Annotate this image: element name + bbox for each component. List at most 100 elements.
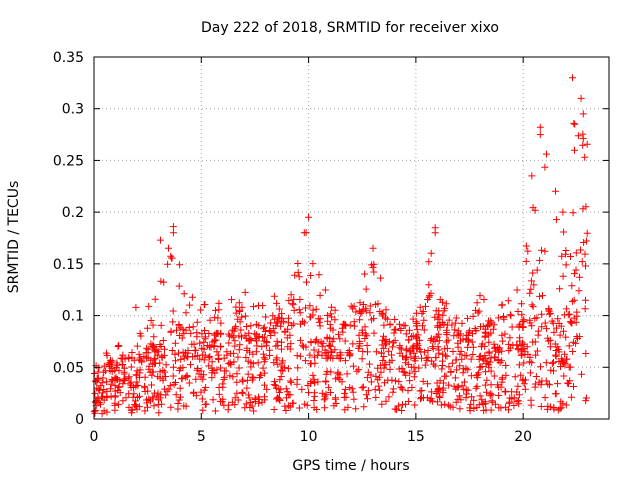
data-point xyxy=(352,405,359,412)
data-point xyxy=(219,380,226,387)
data-point xyxy=(158,322,165,329)
data-point xyxy=(456,392,463,399)
data-point xyxy=(406,327,413,334)
data-point xyxy=(578,95,585,102)
data-point xyxy=(538,247,545,254)
data-point xyxy=(288,379,295,386)
data-point xyxy=(203,401,210,408)
data-point xyxy=(168,328,175,335)
data-point xyxy=(243,323,250,330)
data-point xyxy=(352,309,359,316)
data-point xyxy=(467,401,474,408)
data-point xyxy=(227,359,234,366)
data-point xyxy=(584,141,591,148)
data-point xyxy=(418,387,425,394)
data-point xyxy=(380,322,387,329)
data-point xyxy=(115,401,122,408)
data-point xyxy=(537,124,544,131)
data-point xyxy=(255,400,262,407)
data-point xyxy=(172,340,179,347)
data-point xyxy=(505,341,512,348)
data-point xyxy=(232,323,239,330)
data-point xyxy=(278,373,285,380)
data-point xyxy=(502,388,509,395)
data-point xyxy=(120,377,127,384)
data-point xyxy=(371,330,378,337)
data-point xyxy=(261,324,268,331)
data-point xyxy=(518,352,525,359)
x-tick-label: 15 xyxy=(407,429,425,445)
data-point xyxy=(274,338,281,345)
data-point xyxy=(155,409,162,416)
data-point xyxy=(543,151,550,158)
data-point xyxy=(391,330,398,337)
data-point xyxy=(177,356,184,363)
data-point xyxy=(554,380,561,387)
y-tick-label: 0.2 xyxy=(62,205,84,221)
data-point xyxy=(302,357,309,364)
data-point xyxy=(566,342,573,349)
data-point xyxy=(344,370,351,377)
data-point xyxy=(359,348,366,355)
data-point xyxy=(570,209,577,216)
y-tick-label: 0.3 xyxy=(62,102,84,118)
data-point xyxy=(428,250,435,257)
data-point xyxy=(212,408,219,415)
data-point xyxy=(543,325,550,332)
data-point xyxy=(411,402,418,409)
data-point xyxy=(417,304,424,311)
data-point xyxy=(501,331,508,338)
data-point xyxy=(432,229,439,236)
data-point xyxy=(128,364,135,371)
data-point xyxy=(523,258,530,265)
data-point xyxy=(452,374,459,381)
data-point xyxy=(260,351,267,358)
data-point xyxy=(412,368,419,375)
data-point xyxy=(215,306,222,313)
data-point xyxy=(542,394,549,401)
data-point xyxy=(230,350,237,357)
data-point xyxy=(353,368,360,375)
data-point xyxy=(271,406,278,413)
data-point xyxy=(450,348,457,355)
data-point xyxy=(361,271,368,278)
data-point xyxy=(182,374,189,381)
data-point xyxy=(297,353,304,360)
data-point xyxy=(190,323,197,330)
data-point xyxy=(481,296,488,303)
data-point xyxy=(516,323,523,330)
data-point xyxy=(528,172,535,179)
data-point xyxy=(215,300,222,307)
data-point xyxy=(332,394,339,401)
data-point xyxy=(187,330,194,337)
x-tick-label: 5 xyxy=(197,429,206,445)
data-point xyxy=(311,347,318,354)
data-point xyxy=(148,317,155,324)
data-point xyxy=(417,395,424,402)
data-point xyxy=(349,340,356,347)
data-point xyxy=(134,343,141,350)
data-point xyxy=(579,142,586,149)
data-point xyxy=(205,330,212,337)
data-point xyxy=(311,360,318,367)
data-point xyxy=(389,343,396,350)
data-point xyxy=(239,389,246,396)
data-point xyxy=(470,344,477,351)
data-point xyxy=(538,323,545,330)
data-point xyxy=(392,377,399,384)
data-point xyxy=(474,383,481,390)
data-point xyxy=(370,269,377,276)
data-point xyxy=(542,320,549,327)
data-point xyxy=(364,342,371,349)
data-point xyxy=(372,373,379,380)
data-point xyxy=(296,306,303,313)
data-point xyxy=(512,373,519,380)
chart-title: Day 222 of 2018, SRMTID for receiver xix… xyxy=(201,20,499,36)
data-point xyxy=(262,314,269,321)
data-point xyxy=(287,340,294,347)
data-point xyxy=(225,331,232,338)
data-point xyxy=(584,230,591,237)
data-point xyxy=(167,253,174,260)
data-point xyxy=(276,376,283,383)
data-point xyxy=(507,312,514,319)
